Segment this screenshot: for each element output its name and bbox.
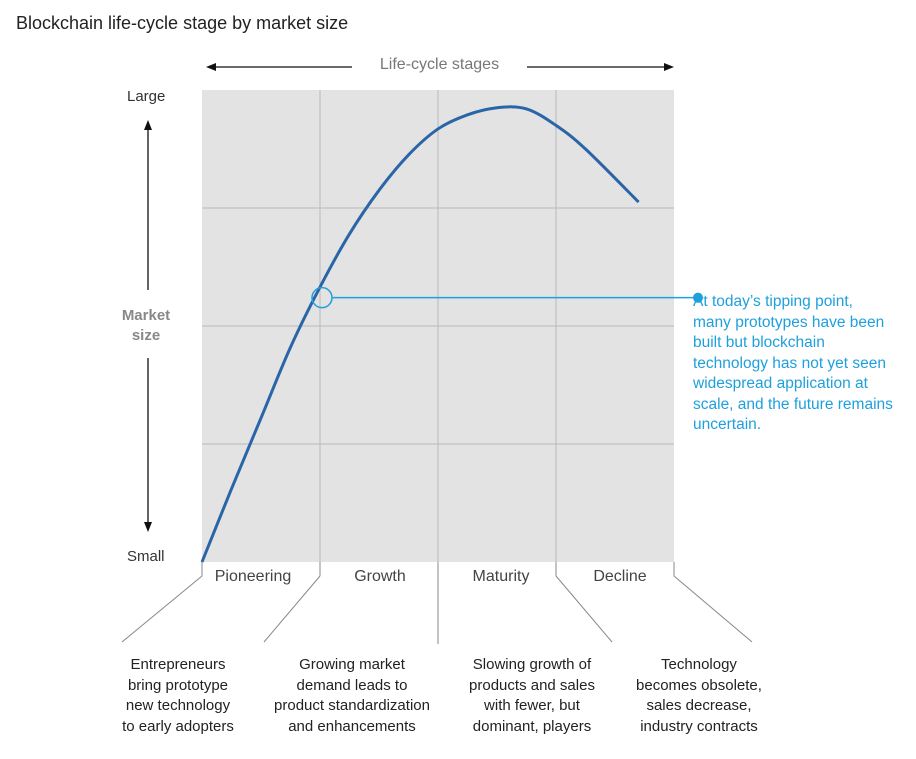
annotation-dot (693, 292, 703, 303)
desc-maturity: Slowing growth of products and sales wit… (469, 656, 595, 735)
y-tick-small: Small (127, 548, 165, 565)
annotation-text: At today’s tipping point, many prototype… (693, 293, 893, 433)
desc-pioneering: Entrepreneurs bring prototype new techno… (122, 656, 234, 735)
market-size-curve (200, 105, 640, 563)
x-arrow-right-head (664, 63, 674, 71)
stage-pioneering: Pioneering (214, 568, 292, 585)
connector-decline-left (555, 575, 613, 643)
x-arrow-left-head (206, 63, 216, 71)
connector-growth (263, 575, 321, 643)
y-axis-label-text: Market size (121, 307, 171, 344)
x-axis-label: Life-cycle stages (352, 56, 527, 74)
y-axis-label: Market size (104, 306, 188, 346)
chart-title: Blockchain life-cycle stage by market si… (16, 13, 349, 33)
desc-decline: Technology becomes obsolete, sales decre… (636, 656, 762, 735)
stage-maturity: Maturity (472, 568, 530, 585)
connector-pioneering (121, 575, 203, 643)
y-arrow-down-head (144, 522, 152, 532)
connector-decline-right (673, 575, 753, 643)
y-tick-large: Large (127, 88, 166, 105)
y-arrow-up-head (144, 120, 152, 130)
desc-growth: Growing market demand leads to product s… (274, 656, 430, 735)
stage-growth: Growth (354, 568, 406, 585)
stage-decline: Decline (593, 568, 647, 585)
